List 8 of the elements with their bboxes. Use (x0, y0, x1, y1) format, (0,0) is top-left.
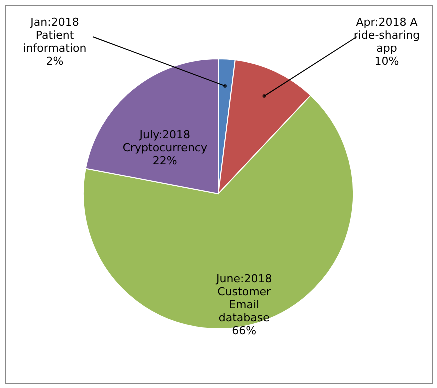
slice-label: Apr:2018 A ride-sharing app (354, 16, 420, 55)
slice-label: July:2018 Cryptocurrency (122, 128, 208, 155)
data-label: 2% (46, 55, 64, 68)
slice-label: June:2018 Customer Email database (216, 272, 272, 325)
data-label: 10% (374, 55, 400, 68)
slice-label: Jan:2018 Patient information (23, 16, 87, 55)
data-label: 66% (232, 324, 257, 338)
data-label: 22% (152, 154, 178, 168)
